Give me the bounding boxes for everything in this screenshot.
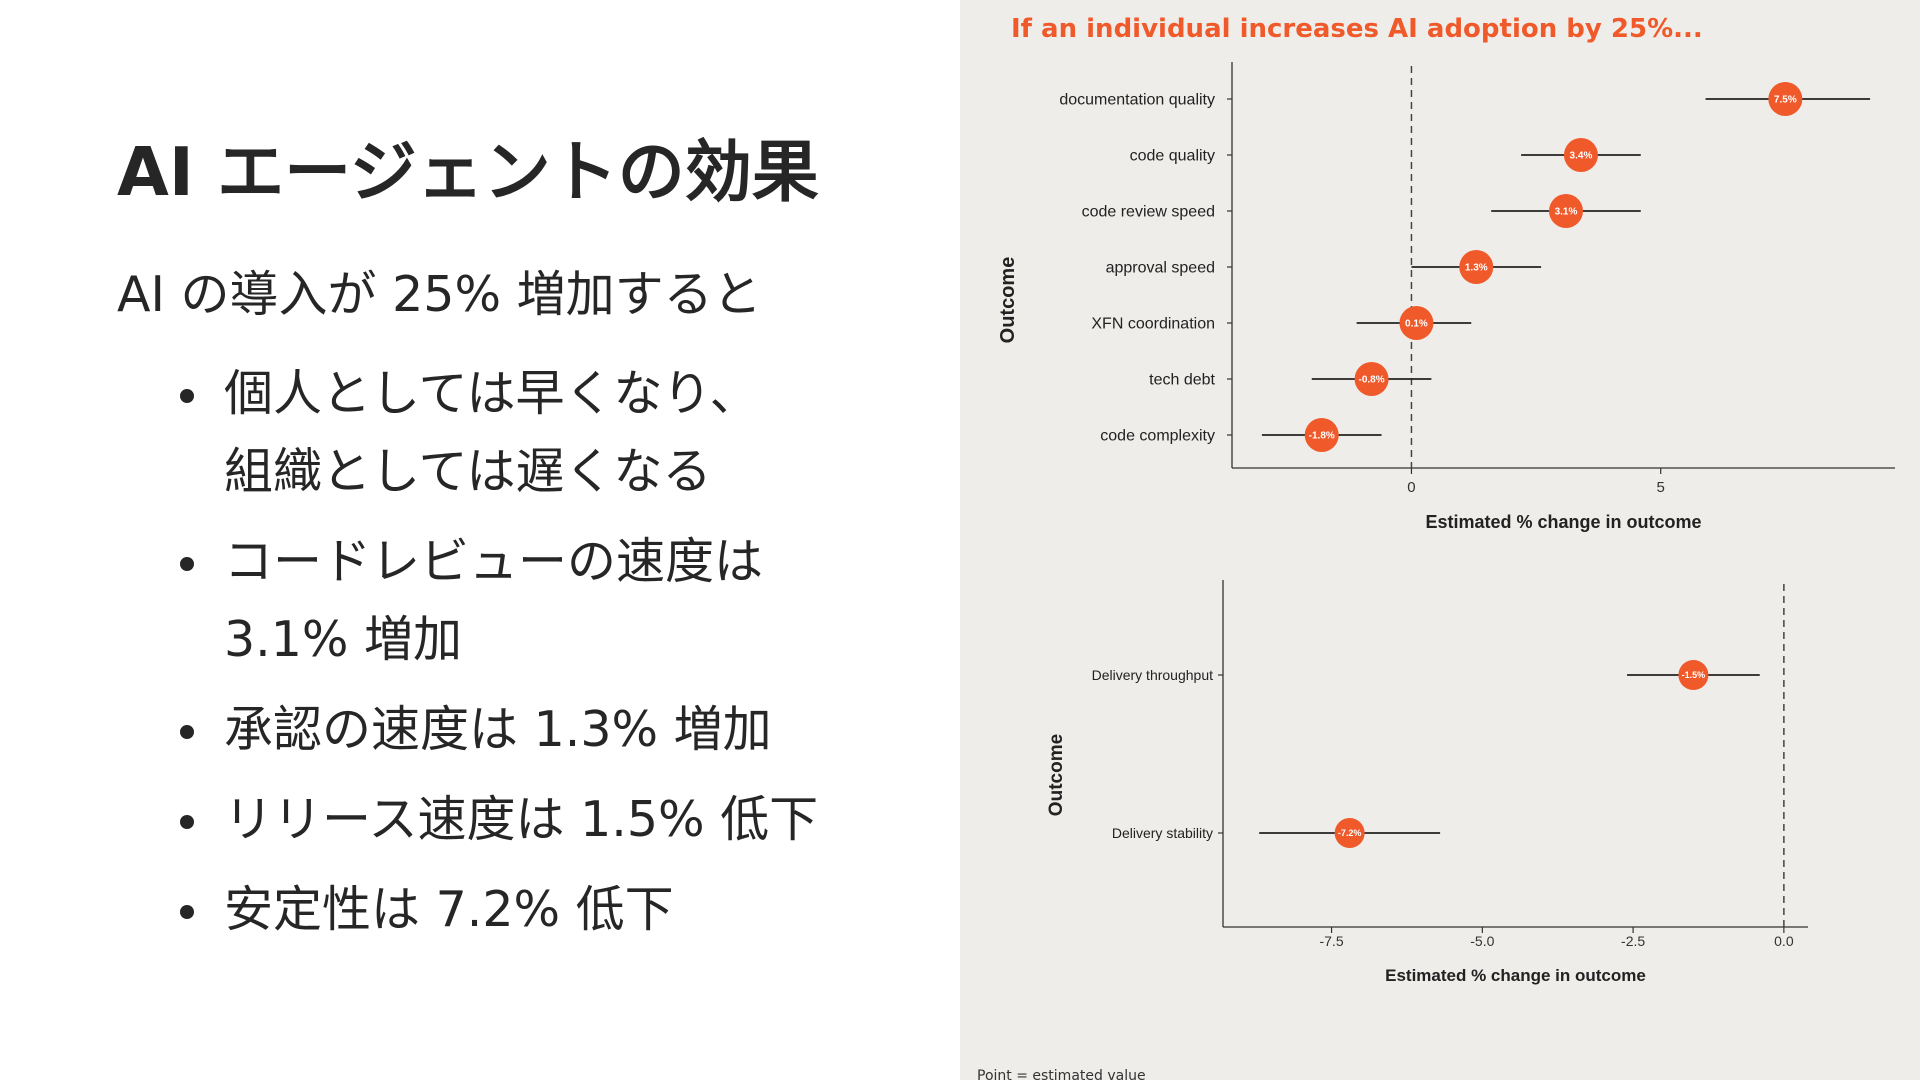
value-label: -1.8% xyxy=(1309,431,1335,442)
estimate-point xyxy=(1399,306,1434,340)
estimate-point xyxy=(1334,818,1365,848)
value-label: -1.5% xyxy=(1682,670,1706,680)
bullet-item: 安定性は 7.2% 低下 xyxy=(180,871,880,949)
bullet-list: 個人としては早くなり、 組織としては遅くなる コードレビューの速度は 3.1% … xyxy=(180,355,880,961)
estimate-point xyxy=(1548,194,1583,228)
value-label: 0.1% xyxy=(1405,319,1428,330)
category-label: code review speed xyxy=(1082,204,1215,221)
x-tick-label: 5 xyxy=(1657,479,1665,496)
estimate-point xyxy=(1304,418,1339,452)
category-label: approval speed xyxy=(1106,260,1215,277)
slide-text-panel: AI エージェントの効果 AI の導入が 25% 増加すると 個人としては早くな… xyxy=(0,0,960,1080)
y-axis-label: Outcome xyxy=(1046,734,1067,816)
value-label: 1.3% xyxy=(1465,263,1488,274)
x-axis-label: Estimated % change in outcome xyxy=(1385,966,1646,985)
x-axis-label: Estimated % change in outcome xyxy=(1425,512,1701,532)
bullet-item: 個人としては早くなり、 組織としては遅くなる xyxy=(180,355,880,511)
x-tick-label: -2.5 xyxy=(1621,933,1645,949)
bullet-item: リリース速度は 1.5% 低下 xyxy=(180,781,880,859)
estimate-point xyxy=(1563,138,1598,172)
bullet-line: 3.1% 増加 xyxy=(224,611,463,668)
bullet-line: 個人としては早くなり、 xyxy=(224,365,759,422)
lead-text: AI の導入が 25% 増加すると xyxy=(117,266,762,323)
slide-title: AI エージェントの効果 xyxy=(117,133,819,211)
category-label: XFN coordination xyxy=(1091,316,1215,333)
category-label: code quality xyxy=(1130,148,1215,165)
footnote: Point = estimated value xyxy=(977,1068,1146,1084)
bullet-item: 承認の速度は 1.3% 増加 xyxy=(180,691,880,769)
chart-panel xyxy=(960,0,1920,1080)
category-label: Delivery throughput xyxy=(1092,667,1214,683)
value-label: -7.2% xyxy=(1338,828,1362,838)
category-label: Delivery stability xyxy=(1112,825,1213,841)
bullet-line: リリース速度は 1.5% 低下 xyxy=(224,791,819,848)
chart-title: If an individual increases AI adoption b… xyxy=(1011,14,1703,44)
value-label: 3.4% xyxy=(1570,151,1593,162)
value-label: -0.8% xyxy=(1359,375,1385,386)
value-label: 3.1% xyxy=(1555,207,1578,218)
bullet-line: 承認の速度は 1.3% 増加 xyxy=(224,701,772,758)
bullet-line: 組織としては遅くなる xyxy=(224,443,712,500)
category-label: code complexity xyxy=(1100,428,1215,445)
x-tick-label: 0 xyxy=(1407,479,1415,496)
y-axis-label: Outcome xyxy=(997,257,1019,344)
category-label: documentation quality xyxy=(1059,92,1215,109)
x-tick-label: 0.0 xyxy=(1774,933,1794,949)
x-tick-label: -7.5 xyxy=(1319,933,1343,949)
x-tick-label: -5.0 xyxy=(1470,933,1494,949)
estimate-point xyxy=(1678,660,1709,690)
bullet-line: 安定性は 7.2% 低下 xyxy=(224,881,674,938)
estimate-point xyxy=(1768,82,1803,116)
estimate-point xyxy=(1354,362,1389,396)
bullet-line: コードレビューの速度は xyxy=(224,533,764,590)
value-label: 7.5% xyxy=(1774,95,1797,106)
bullet-item: コードレビューの速度は 3.1% 増加 xyxy=(180,523,880,679)
estimate-point xyxy=(1459,250,1494,284)
category-label: tech debt xyxy=(1149,372,1215,389)
